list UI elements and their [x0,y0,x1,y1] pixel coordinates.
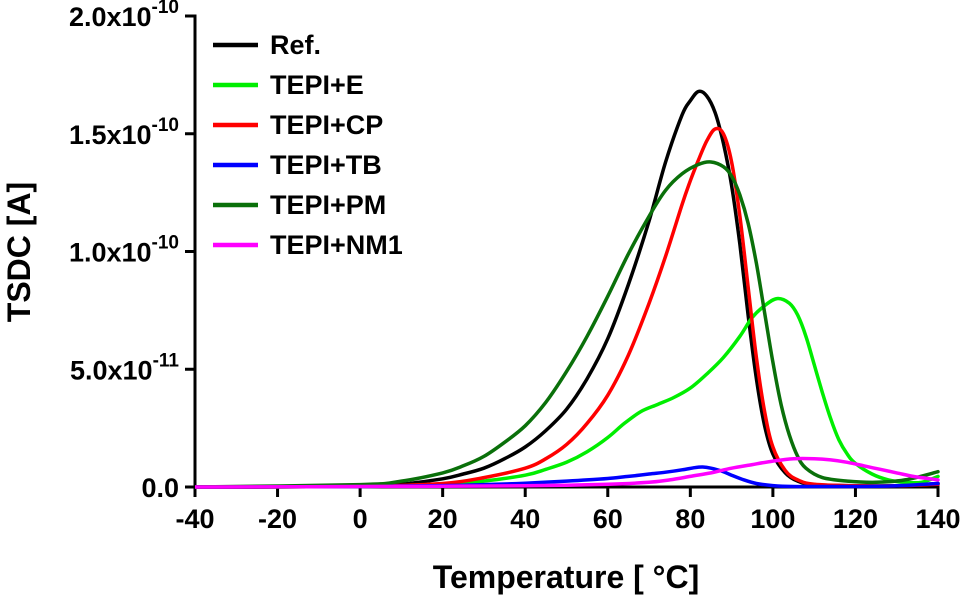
x-tick-label: 0 [353,504,368,534]
tick-labels: -40 -20 0 20 40 60 80 100 120 140 0.0 5.0x10-11 1.0x… [69,0,961,534]
x-tick-label: -20 [258,504,297,534]
legend-label: Ref. [270,30,321,60]
y-tick-label: 1.0x10-10 [69,233,179,268]
x-tick-label: 80 [675,504,705,534]
curve-tepi-cp [195,126,940,489]
legend: Ref. TEPI+E TEPI+CP TEPI+TB TEPI+PM TEPI+NM1 [213,30,403,260]
y-axis-title: TSDC [A] [1,182,37,322]
x-tick-label: 60 [593,504,623,534]
ticks [185,14,940,497]
y-tick-label: 2.0x10-10 [69,0,179,32]
y-tick-label: 5.0x10-11 [70,350,179,385]
legend-label: TEPI+E [270,70,364,100]
curve-tepi-e [195,296,940,489]
curve-tepi-nm1 [195,456,940,489]
y-tick-label: 1.5x10-10 [69,115,179,150]
x-tick-label: 140 [915,504,960,534]
legend-item: TEPI+E [213,70,364,100]
y-tick-label: 0.0 [141,473,179,503]
curve-tepi-pm [195,160,940,489]
chart-dynamic-content: -40 -20 0 20 40 60 80 100 120 140 0.0 5.0x10-11 1.0x… [69,0,961,534]
x-tick-label: -40 [175,504,214,534]
x-tick-label: 120 [833,504,878,534]
curve-tepi-tb [195,465,940,489]
legend-label: TEPI+PM [270,190,386,220]
legend-item: TEPI+NM1 [213,230,403,260]
legend-label: TEPI+NM1 [270,230,403,260]
legend-item: TEPI+TB [213,150,382,180]
legend-item: TEPI+PM [213,190,386,220]
legend-label: TEPI+CP [270,110,383,140]
curves [195,89,940,489]
x-tick-label: 20 [428,504,458,534]
x-tick-label: 100 [750,504,795,534]
legend-label: TEPI+TB [270,150,382,180]
x-axis-title: Temperature [ °C] [433,559,699,595]
legend-item: TEPI+CP [213,110,383,140]
legend-item: Ref. [213,30,321,60]
x-tick-label: 40 [510,504,540,534]
